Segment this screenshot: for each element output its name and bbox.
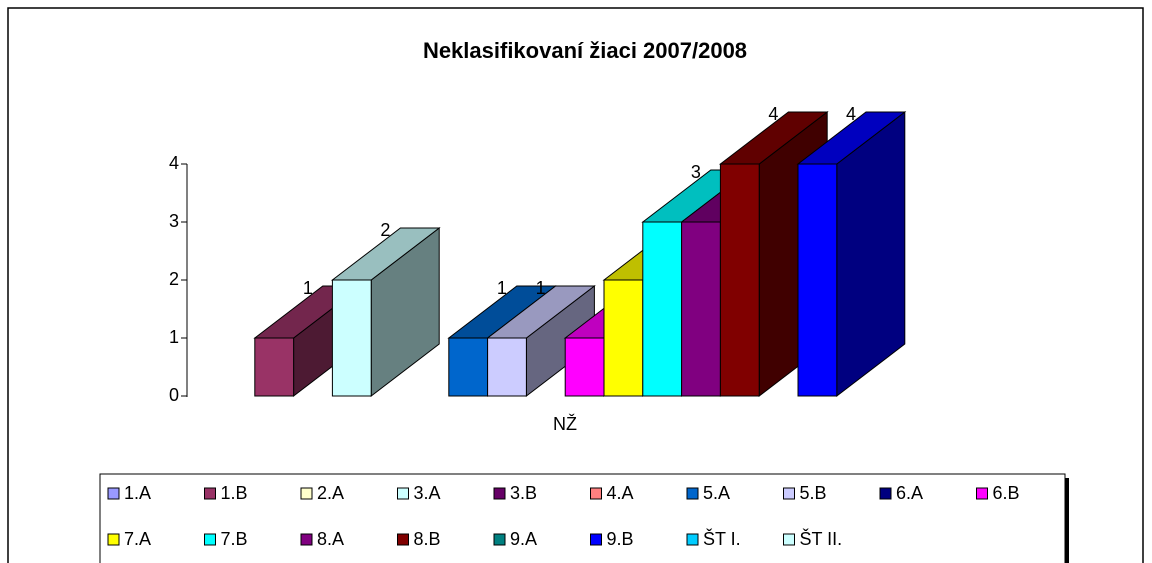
x-tick-label: NŽ: [553, 414, 577, 434]
data-label: 4: [846, 104, 856, 124]
data-label: 3: [691, 162, 701, 182]
y-tick-label: 1: [169, 327, 179, 347]
bar-face: [448, 337, 489, 397]
chart-frame: [7, 7, 1144, 563]
legend-swatch: [590, 487, 602, 500]
bar-face: [642, 221, 683, 397]
chart-title: Neklasifikovaní žiaci 2007/2008: [423, 38, 747, 63]
bar-face: [797, 163, 838, 397]
legend-label: 1.B: [221, 483, 248, 503]
bar-face: [254, 337, 295, 397]
legend: [99, 473, 1066, 563]
y-tick-label: 0: [169, 385, 179, 405]
legend-swatch: [493, 533, 506, 546]
legend-swatch: [879, 487, 892, 500]
bar-face: [564, 337, 605, 397]
legend-label: 9.A: [510, 529, 537, 549]
data-label: 1: [497, 278, 507, 298]
legend-swatch: [686, 533, 699, 546]
bar-face: [331, 279, 372, 397]
legend-label: 7.B: [221, 529, 248, 549]
legend-swatch: [783, 487, 795, 500]
legend-swatch: [783, 533, 795, 546]
legend-swatch: [590, 533, 602, 546]
data-label: 1: [303, 278, 313, 298]
legend-label: 6.A: [896, 483, 923, 503]
y-tick-label: 3: [169, 211, 179, 231]
legend-swatch: [107, 533, 120, 546]
legend-label: 8.B: [414, 529, 441, 549]
legend-swatch: [493, 487, 506, 500]
legend-swatch: [204, 487, 216, 500]
legend-swatch: [397, 487, 409, 500]
bar-face: [681, 221, 721, 397]
legend-swatch: [686, 487, 699, 500]
bar: [796, 110, 907, 398]
legend-label: 3.A: [414, 483, 441, 503]
legend-label: 1.A: [124, 483, 151, 503]
bar: [330, 226, 441, 398]
y-tick-label: 2: [169, 269, 179, 289]
legend-swatch: [204, 533, 216, 546]
data-label: 2: [380, 220, 390, 240]
bar-face: [719, 163, 760, 397]
legend-swatch: [976, 487, 988, 500]
legend-label: ŠT I.: [703, 528, 741, 549]
legend-label: 6.B: [993, 483, 1020, 503]
legend-swatch: [107, 487, 120, 500]
data-label: 4: [768, 104, 778, 124]
y-tick-label: 4: [169, 153, 179, 173]
bar: [486, 284, 596, 398]
data-label: 1: [536, 278, 546, 298]
legend-label: 7.A: [124, 529, 151, 549]
legend-swatch: [397, 533, 409, 546]
legend-label: ŠT II.: [800, 528, 843, 549]
legend-label: 5.A: [703, 483, 730, 503]
legend-label: 9.B: [607, 529, 634, 549]
legend-label: 3.B: [510, 483, 537, 503]
bar-face: [603, 279, 644, 397]
legend-label: 4.A: [607, 483, 634, 503]
legend-swatch: [300, 487, 313, 500]
legend-label: 8.A: [317, 529, 344, 549]
legend-label: 2.A: [317, 483, 344, 503]
legend-label: 5.B: [800, 483, 827, 503]
legend-swatch: [300, 533, 313, 546]
bar-face: [487, 337, 527, 397]
